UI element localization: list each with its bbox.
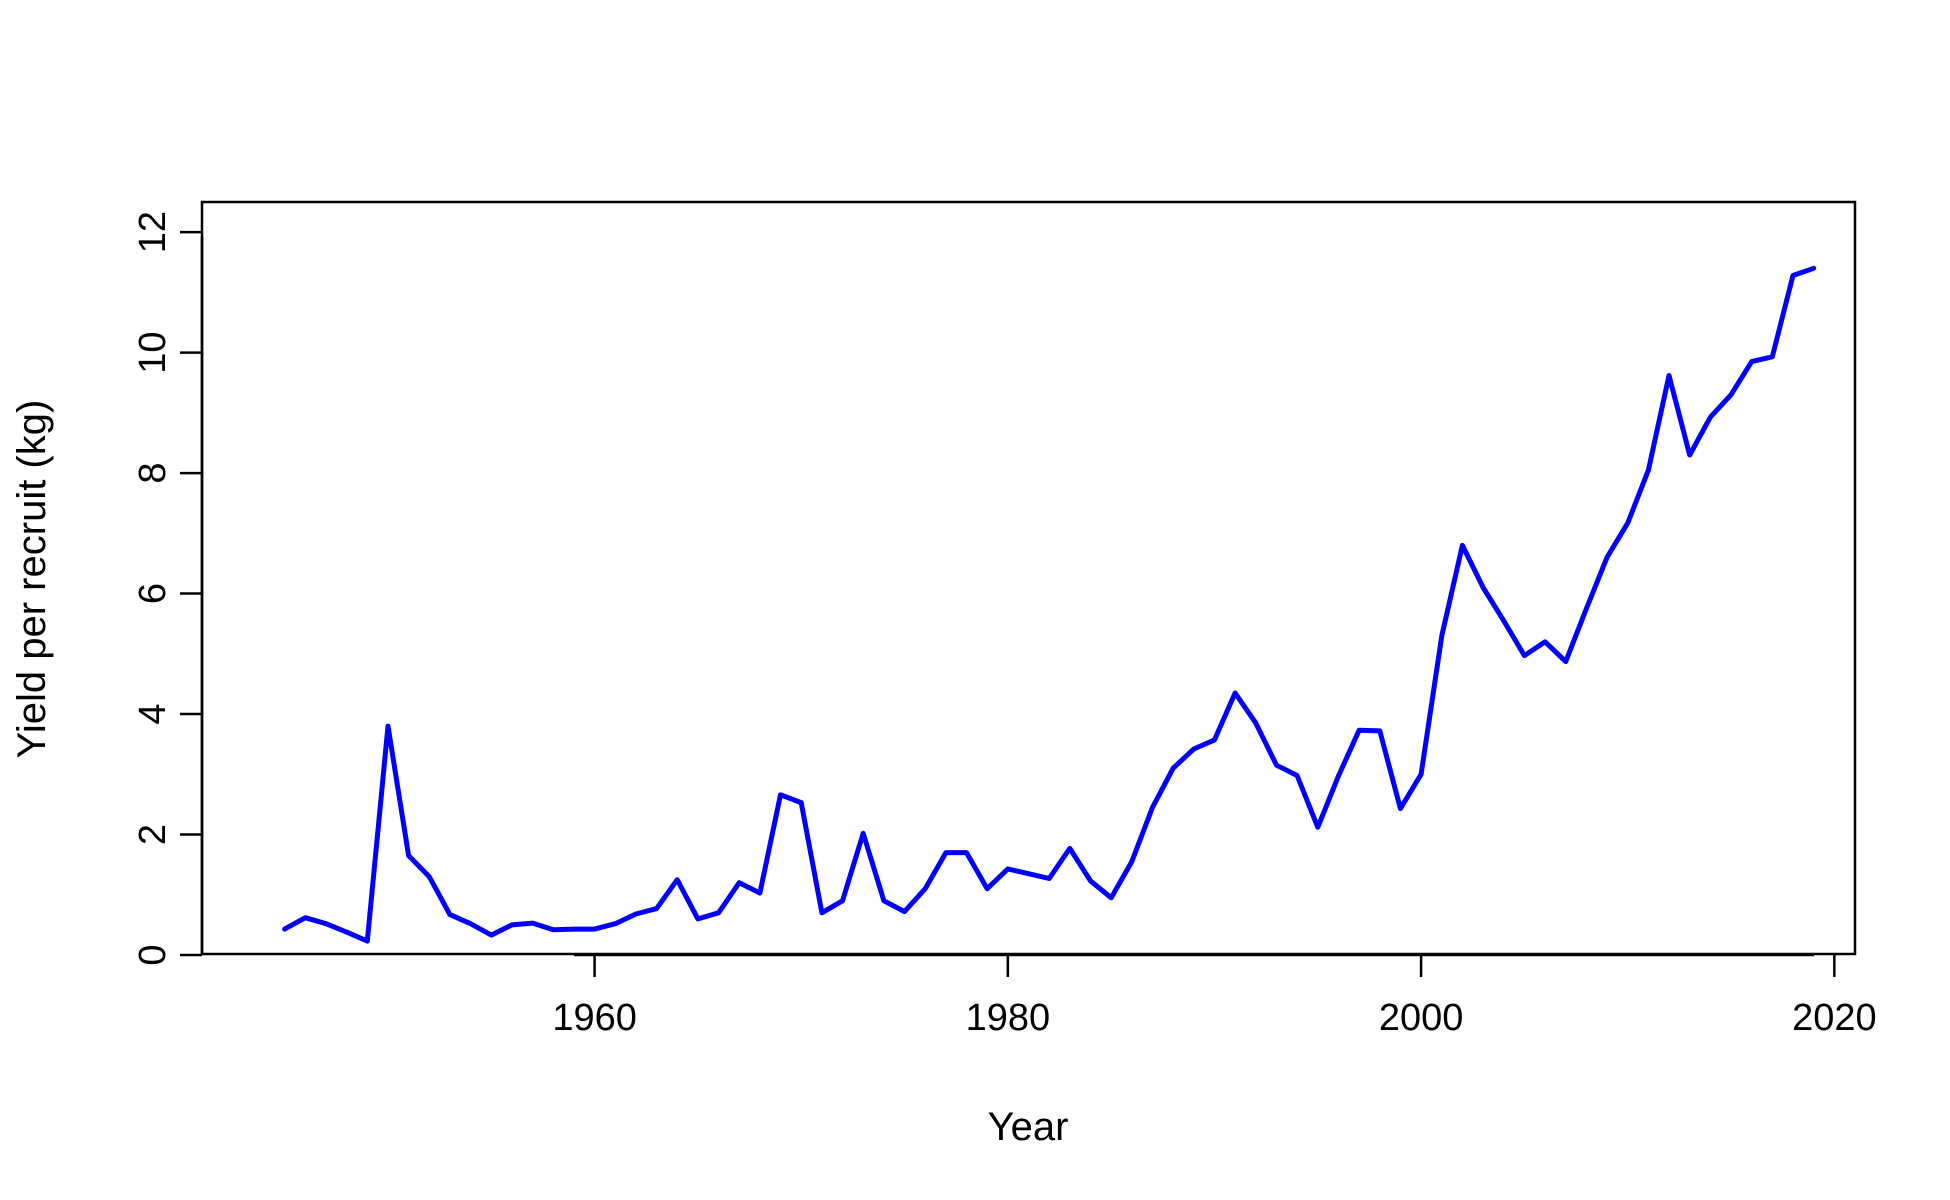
y-tick-label: 0 (132, 944, 174, 965)
x-tick-label: 1980 (966, 997, 1051, 1039)
y-tick-label: 8 (132, 463, 174, 484)
x-tick-label: 1960 (552, 997, 637, 1039)
x-axis-title: Year (988, 1105, 1069, 1149)
y-tick-label: 6 (132, 583, 174, 604)
x-tick-label: 2000 (1379, 997, 1464, 1039)
y-tick-label: 10 (132, 331, 174, 373)
plot-frame (200, 200, 1857, 956)
y-tick-label: 12 (132, 211, 174, 253)
y-axis: 0 2 4 6 8 10 12 (132, 211, 204, 966)
y-tick-label: 4 (132, 703, 174, 724)
series-line (282, 265, 1817, 944)
y-axis-title: Yield per recruit (kg) (10, 400, 54, 759)
series-layer (282, 265, 1817, 944)
x-tick-label: 2020 (1792, 997, 1877, 1039)
y-tick-label: 2 (132, 824, 174, 845)
x-axis: 1960 1980 2000 2020 (552, 953, 1877, 1039)
